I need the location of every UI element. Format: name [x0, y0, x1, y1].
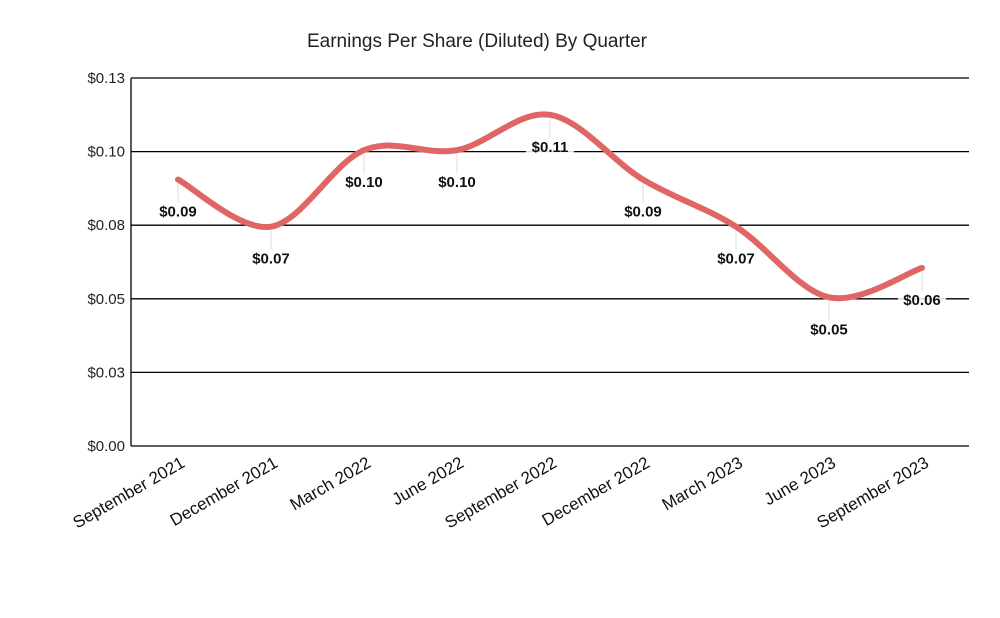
data-label-bg	[433, 173, 481, 192]
data-label: $0.07	[717, 251, 755, 268]
data-label: $0.09	[624, 204, 662, 221]
data-label-bg	[340, 173, 388, 192]
data-label: $0.10	[438, 174, 476, 191]
data-label: $0.10	[345, 174, 383, 191]
y-tick-label: $0.08	[87, 217, 125, 234]
data-labels: $0.09 $0.07 $0.10 $0.10 $0.11 $0.09 $0.07 $0.05…	[154, 137, 946, 339]
x-tick-label: June 2023	[761, 453, 839, 509]
data-label-bg	[898, 290, 946, 309]
data-label: $0.05	[810, 321, 848, 338]
data-label: $0.11	[532, 139, 569, 156]
data-label-bg	[805, 320, 853, 339]
y-axis-ticks: $0.00 $0.03 $0.05 $0.08 $0.10 $0.13	[87, 70, 125, 455]
data-label: $0.06	[903, 292, 941, 309]
x-tick-label: March 2023	[659, 453, 746, 514]
x-tick-label: June 2022	[389, 453, 467, 509]
data-label-leaders	[177, 118, 923, 321]
y-tick-label: $0.10	[87, 144, 125, 161]
data-label: $0.09	[159, 204, 197, 221]
data-label-bg	[526, 137, 574, 156]
x-tick-label: March 2022	[287, 453, 374, 514]
series-line-eps	[175, 111, 925, 302]
data-label-bg	[712, 249, 760, 268]
chart-title: Earnings Per Share (Diluted) By Quarter	[307, 31, 648, 52]
y-tick-label: $0.03	[87, 364, 125, 381]
y-tick-label: $0.13	[87, 70, 125, 87]
data-label-bg	[247, 249, 295, 268]
data-label: $0.07	[252, 251, 290, 268]
data-label-bg	[619, 202, 667, 221]
y-tick-label: $0.00	[87, 438, 125, 455]
y-tick-label: $0.05	[87, 291, 125, 308]
data-label-bg	[154, 202, 202, 221]
